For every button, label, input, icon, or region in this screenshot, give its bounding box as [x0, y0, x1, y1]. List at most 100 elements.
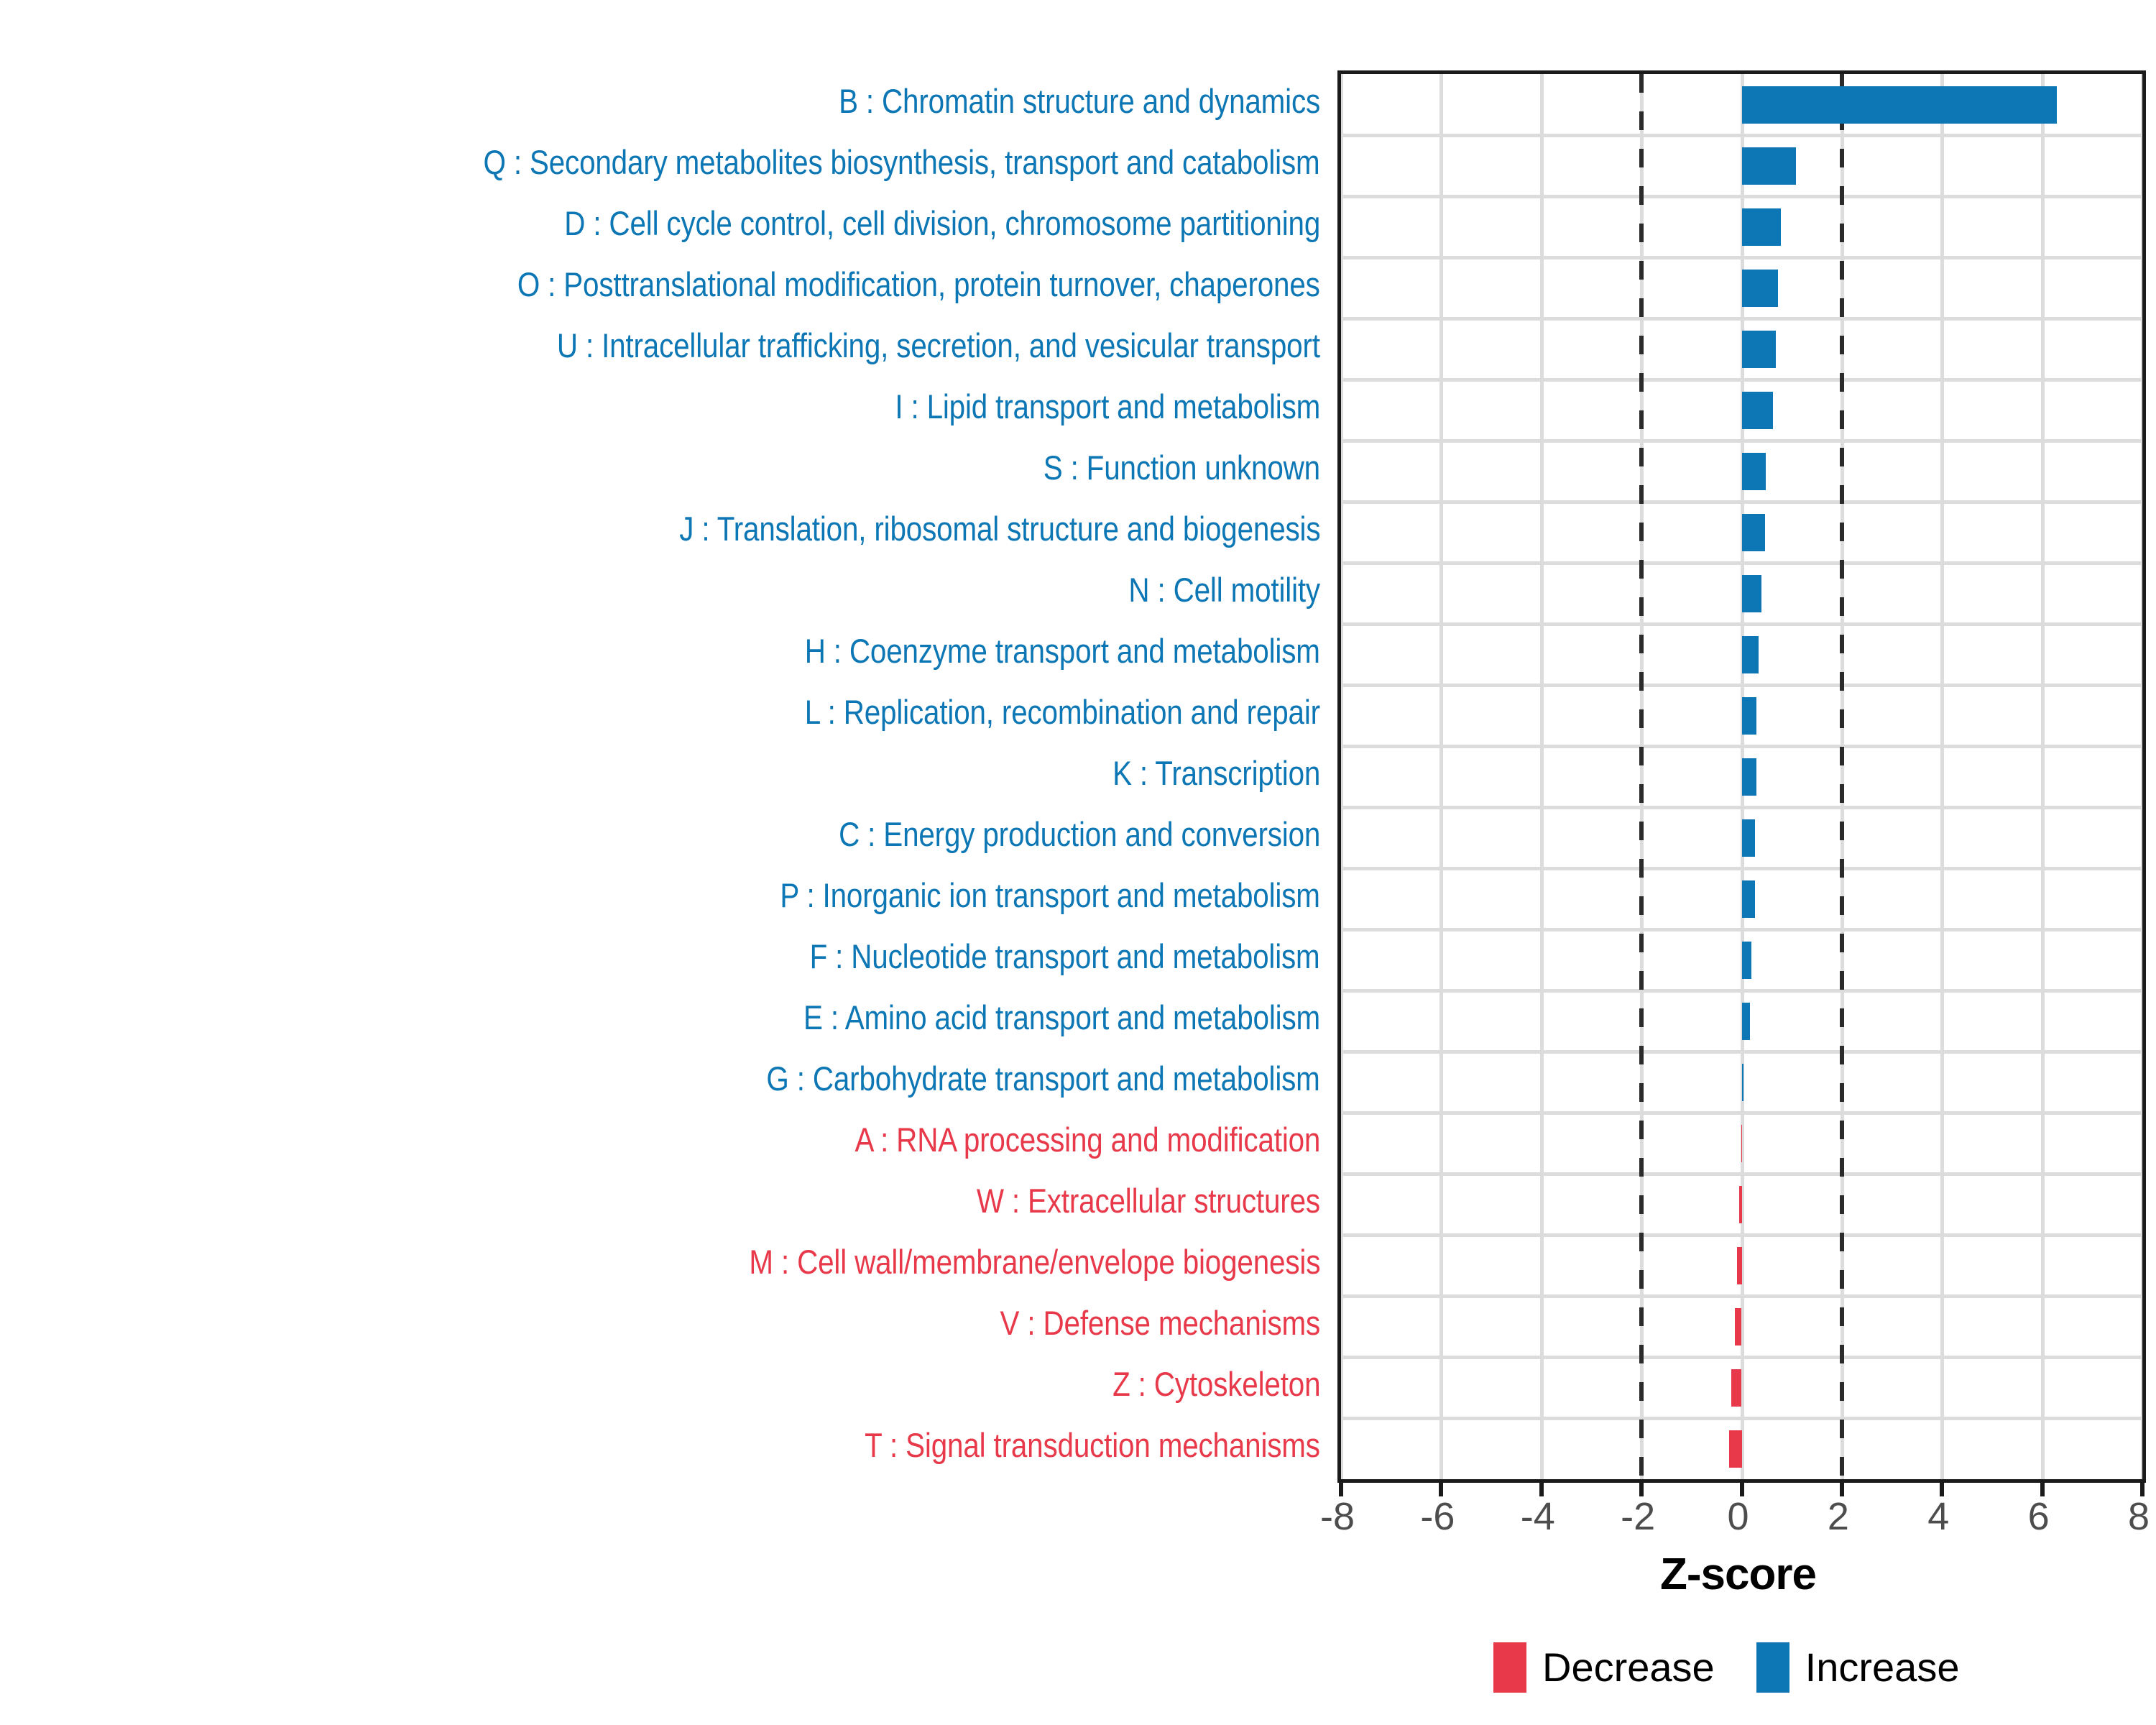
y-axis-label-row: U : Intracellular trafficking, secretion… — [0, 315, 1326, 376]
bar — [1741, 635, 1759, 673]
x-axis-tick-label: -6 — [1420, 1495, 1455, 1538]
bar — [1741, 819, 1756, 857]
bar — [1741, 758, 1756, 796]
horizontal-gridline — [1341, 1050, 2142, 1054]
y-axis-label: Z : Cytoskeleton — [1112, 1365, 1320, 1403]
y-axis-label-row: K : Transcription — [0, 742, 1326, 804]
bar — [1741, 1124, 1742, 1162]
horizontal-gridline — [1341, 134, 2142, 137]
x-axis-tick-label: -8 — [1319, 1495, 1355, 1538]
horizontal-gridline — [1341, 561, 2142, 565]
y-axis-label-row: Q : Secondary metabolites biosynthesis, … — [0, 132, 1326, 193]
bar — [1739, 1185, 1742, 1223]
bar — [1729, 1430, 1742, 1468]
bar — [1736, 1246, 1742, 1284]
horizontal-gridline — [1341, 1233, 2142, 1237]
horizontal-gridline — [1341, 1111, 2142, 1115]
horizontal-gridline — [1341, 1294, 2142, 1298]
bar — [1741, 330, 1776, 368]
bar — [1741, 574, 1762, 612]
bar — [1741, 147, 1796, 185]
horizontal-gridline — [1341, 1356, 2142, 1359]
horizontal-gridline — [1341, 439, 2142, 443]
bar — [1741, 1063, 1743, 1101]
y-axis-label-row: W : Extracellular structures — [0, 1170, 1326, 1231]
y-axis-label: V : Defense mechanisms — [1000, 1304, 1320, 1342]
horizontal-gridline — [1341, 1172, 2142, 1176]
bar — [1741, 86, 2057, 124]
x-axis-tick — [1940, 1479, 1945, 1496]
vertical-gridline — [1341, 74, 1343, 1479]
y-axis-label: P : Inorganic ion transport and metaboli… — [780, 876, 1321, 914]
y-axis-label: B : Chromatin structure and dynamics — [838, 82, 1320, 120]
horizontal-gridline — [1341, 806, 2142, 809]
y-axis-label: J : Translation, ribosomal structure and… — [678, 510, 1320, 548]
y-axis-label: O : Posttranslational modification, prot… — [517, 265, 1320, 303]
bar — [1741, 941, 1752, 979]
vertical-gridline — [1439, 74, 1444, 1479]
y-axis-label-row: J : Translation, ribosomal structure and… — [0, 498, 1326, 559]
horizontal-gridline — [1341, 745, 2142, 748]
horizontal-gridline — [1341, 500, 2142, 504]
x-axis-tick-label: 4 — [1927, 1495, 1950, 1538]
bar — [1741, 452, 1766, 490]
y-axis-label-row: A : RNA processing and modification — [0, 1109, 1326, 1170]
x-axis-tick-label: 0 — [1727, 1495, 1749, 1538]
x-axis-title: Z-score — [1660, 1550, 1817, 1599]
threshold-line--2 — [1639, 74, 1644, 1479]
y-axis-category-labels: B : Chromatin structure and dynamics Q : … — [0, 70, 1326, 1476]
legend-item[interactable]: Increase — [1756, 1642, 2001, 1693]
y-axis-label-row: M : Cell wall/membrane/envelope biogenes… — [0, 1231, 1326, 1292]
bar — [1741, 208, 1781, 246]
y-axis-label: U : Intracellular trafficking, secretion… — [557, 326, 1320, 364]
horizontal-gridline — [1341, 867, 2142, 870]
x-axis-tick — [1339, 1479, 1343, 1496]
y-axis-label: C : Energy production and conversion — [838, 815, 1320, 853]
bar — [1731, 1368, 1742, 1407]
x-axis-tick-label: -4 — [1520, 1495, 1555, 1538]
x-axis-tick — [2040, 1479, 2045, 1496]
y-axis-label: S : Function unknown — [1043, 448, 1320, 487]
x-axis-tick — [1639, 1479, 1644, 1496]
x-axis-tick — [1739, 1479, 1744, 1496]
y-axis-label: D : Cell cycle control, cell division, c… — [564, 204, 1320, 242]
legend: Decrease Increase — [1493, 1639, 2001, 1696]
y-axis-label-row: N : Cell motility — [0, 559, 1326, 620]
y-axis-label: L : Replication, recombination and repai… — [804, 693, 1320, 731]
y-axis-label: H : Coenzyme transport and metabolism — [804, 632, 1320, 670]
bar — [1741, 1002, 1750, 1040]
vertical-gridline — [1539, 74, 1544, 1479]
legend-item[interactable]: Decrease — [1493, 1642, 1756, 1693]
y-axis-label: E : Amino acid transport and metabolism — [803, 998, 1320, 1036]
y-axis-label: Q : Secondary metabolites biosynthesis, … — [483, 143, 1320, 181]
x-axis-tick-label: -2 — [1621, 1495, 1656, 1538]
horizontal-gridline — [1341, 622, 2142, 626]
y-axis-label-row: Z : Cytoskeleton — [0, 1353, 1326, 1414]
horizontal-gridline — [1341, 256, 2142, 259]
x-axis-tick-label: 6 — [2027, 1495, 2050, 1538]
x-axis-tick-label: 8 — [2127, 1495, 2150, 1538]
y-axis-label-row: G : Carbohydrate transport and metabolis… — [0, 1048, 1326, 1109]
vertical-gridline — [2040, 74, 2045, 1479]
bar — [1741, 391, 1773, 429]
legend-label: Increase — [1805, 1644, 1960, 1690]
plot-area-inner — [1341, 74, 2142, 1479]
bar — [1741, 880, 1755, 918]
y-axis-label: N : Cell motility — [1128, 571, 1320, 609]
vertical-gridline — [1940, 74, 1945, 1479]
x-axis-tick — [1539, 1479, 1544, 1496]
y-axis-label: T : Signal transduction mechanisms — [865, 1426, 1320, 1464]
legend-label: Decrease — [1542, 1644, 1715, 1690]
horizontal-gridline — [1341, 378, 2142, 382]
x-axis-tick-labels: -8 -6 -4 -2 0 2 4 6 8 — [1320, 1495, 2150, 1547]
y-axis-label: M : Cell wall/membrane/envelope biogenes… — [749, 1243, 1320, 1281]
y-axis-label-row: D : Cell cycle control, cell division, c… — [0, 193, 1326, 254]
x-axis-tick-label: 2 — [1827, 1495, 1849, 1538]
plot-area — [1337, 70, 2146, 1496]
bar — [1741, 513, 1765, 551]
x-axis-tick — [1839, 1479, 1844, 1496]
y-axis-label-row: S : Function unknown — [0, 437, 1326, 498]
y-axis-label: I : Lipid transport and metabolism — [895, 387, 1320, 426]
horizontal-gridline — [1341, 684, 2142, 687]
